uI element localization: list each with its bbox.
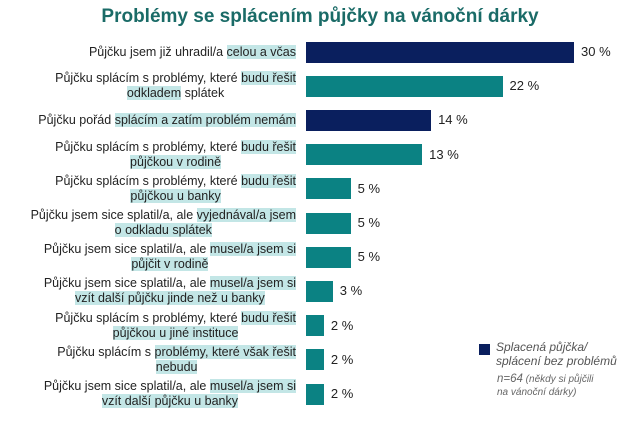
data-label: 30 % <box>581 44 611 59</box>
bar <box>306 75 503 97</box>
category-label: Půjčku jsem sice splatil/a, ale musel/a … <box>0 379 296 409</box>
data-label: 3 % <box>339 283 363 299</box>
category-label: Půjčku jsem sice splatil/a, ale musel/a … <box>0 276 296 306</box>
label-text: Půjčku splácím s <box>57 344 155 359</box>
legend-label: Splacená půjčka/ splácení bez problémů <box>496 340 640 368</box>
data-label: 22 % <box>509 78 540 94</box>
sample-size: n=64 <box>497 373 523 385</box>
label-highlight: budu řešit <box>241 173 296 188</box>
category-label: Půjčku jsem sice splatil/a, ale musel/a … <box>0 242 296 272</box>
note-line1: (někdy si půjčili <box>522 374 594 385</box>
bar <box>306 315 324 337</box>
legend-label-line1: Splacená půjčka/ <box>496 340 588 354</box>
bar <box>306 349 324 371</box>
bar <box>306 109 432 131</box>
data-label: 2 % <box>330 386 354 401</box>
data-label: 5 % <box>357 249 381 265</box>
data-label: 13 % <box>429 146 459 162</box>
bar <box>306 280 333 302</box>
category-label: Půjčku jsem již uhradil/a celou a včas <box>0 44 296 60</box>
bar <box>306 41 574 63</box>
label-highlight: vzít další půjčku u banky <box>101 394 238 408</box>
label-text: Půjčku splácím s problémy, které <box>55 310 242 325</box>
label-highlight: půjčkou v rodině <box>130 154 222 169</box>
label-highlight: musel/a jsem si <box>209 242 296 257</box>
bar <box>306 246 351 268</box>
label-highlight: o odkladu splátek <box>114 223 212 237</box>
label-highlight: problémy, které však řešit <box>154 344 296 359</box>
label-highlight: vyjednával/a jsem <box>196 208 296 222</box>
label-text: Půjčku jsem sice splatil/a, ale <box>43 379 210 393</box>
label-text: Půjčku jsem již uhradil/a <box>88 44 227 59</box>
label-highlight: odkladem <box>126 86 182 101</box>
label-text: Půjčku splácím s problémy, které <box>55 139 242 154</box>
label-highlight: budu řešit <box>241 310 296 325</box>
note-line2: na vánoční dárky) <box>497 387 577 398</box>
legend-label-line2: splácení bez problémů <box>496 354 617 368</box>
label-text: Půjčku splácím s problémy, které <box>55 71 242 86</box>
category-label: Půjčku splácím s problémy, které budu ře… <box>0 310 296 341</box>
data-label: 14 % <box>438 112 468 128</box>
label-text: Půjčku jsem sice splatil/a, ale <box>43 276 210 291</box>
category-label: Půjčku jsem sice splatil/a, ale vyjednáv… <box>0 208 296 238</box>
sample-note: n=64 (někdy si půjčili na vánoční dárky) <box>497 373 627 399</box>
label-highlight: splácím a zatím problém nemám <box>114 112 296 127</box>
category-label: Půjčku splácím s problémy, které však ře… <box>0 344 296 375</box>
bar <box>306 212 351 234</box>
label-highlight: půjčkou u jiné instituce <box>112 325 239 340</box>
bar <box>306 144 423 166</box>
chart-title: Problémy se splácením půjčky na vánoční … <box>101 6 539 27</box>
label-text: Půjčku jsem sice splatil/a, ale <box>43 242 210 257</box>
category-label: Půjčku pořád splácím a zatím problém nem… <box>0 112 296 128</box>
label-highlight: budu řešit <box>241 139 296 154</box>
label-text: Půjčku splácím s problémy, které <box>55 173 242 188</box>
data-label: 2 % <box>330 317 354 333</box>
label-highlight: budu řešit <box>241 71 296 86</box>
category-label: Půjčku splácím s problémy, které budu ře… <box>0 173 296 204</box>
label-highlight: musel/a jsem si <box>209 379 296 393</box>
label-text: Půjčku pořád <box>38 112 115 127</box>
label-highlight: půjčit v rodině <box>131 257 209 272</box>
legend-swatch <box>479 344 490 355</box>
label-highlight: celou a včas <box>226 44 296 59</box>
label-highlight: půjčkou u banky <box>130 188 221 203</box>
label-highlight: nebudu <box>155 359 198 374</box>
bar <box>306 383 324 405</box>
label-text: Půjčku jsem sice splatil/a, ale <box>30 208 197 222</box>
bar <box>306 178 351 200</box>
data-label: 5 % <box>357 215 381 230</box>
label-highlight: musel/a jsem si <box>209 276 296 291</box>
label-text: splátek <box>181 86 225 101</box>
label-highlight: vzít další půjčku jinde než u banky <box>75 291 265 306</box>
category-label: Půjčku splácím s problémy, které budu ře… <box>0 139 296 170</box>
category-label: Půjčku splácím s problémy, které budu ře… <box>0 71 296 101</box>
data-label: 5 % <box>357 180 381 196</box>
data-label: 2 % <box>330 351 354 367</box>
